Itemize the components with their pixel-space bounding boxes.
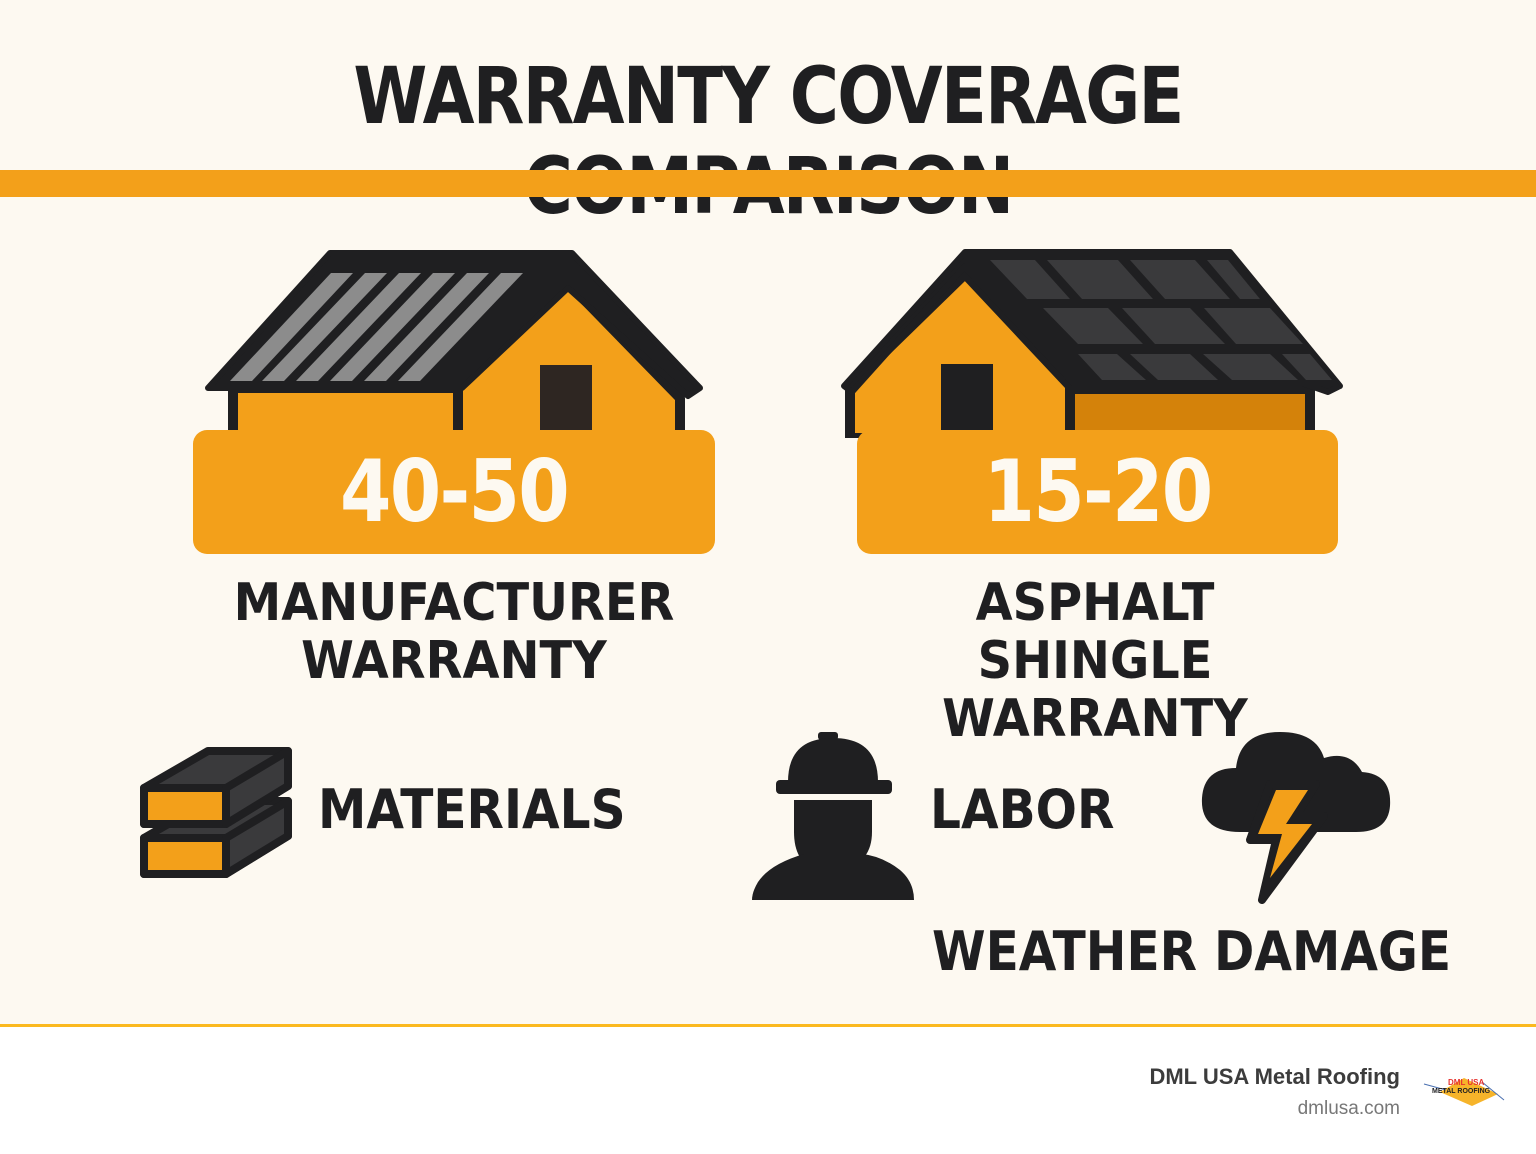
storm-cloud-lightning-icon xyxy=(1201,732,1391,904)
shingle-warranty-badge: 15-20 YEAR xyxy=(857,430,1338,666)
coverage-weather-label: WEATHER DAMAGE xyxy=(932,920,1452,983)
logo-text-bottom: METAL ROOFING xyxy=(1432,1088,1491,1095)
stacked-materials-icon xyxy=(140,747,292,878)
coverage-materials-label: MATERIALS xyxy=(318,778,626,841)
coverage-labor-label: LABOR xyxy=(930,778,1115,841)
page-title: WARRANTY COVERAGE COMPARISON xyxy=(353,52,1184,232)
metal-roof-house-icon xyxy=(205,250,703,438)
footer-divider xyxy=(0,1024,1536,1027)
shingle-roof-house-icon xyxy=(841,249,1343,438)
logo-text-top: DML USA xyxy=(1448,1078,1485,1087)
metal-warranty-badge: 40-50 YEAR xyxy=(193,430,715,666)
metal-warranty-label: MANUFACTURER WARRANTY xyxy=(233,573,675,691)
footer-brand-name: DML USA Metal Roofing xyxy=(1149,1064,1400,1089)
shingle-warranty-label: ASPHALT SHINGLE WARRANTY xyxy=(942,573,1248,749)
brand-logo: DML USA METAL ROOFING xyxy=(1422,1076,1506,1108)
infographic-canvas: WARRANTY COVERAGE COMPARISON 40-50 YEAR … xyxy=(0,0,1536,1024)
worker-hardhat-icon xyxy=(752,732,914,900)
footer-website-link[interactable]: dmlusa.com xyxy=(1297,1098,1400,1119)
title-divider-bar xyxy=(0,170,1536,197)
logo-diamond-icon xyxy=(1423,1078,1505,1106)
